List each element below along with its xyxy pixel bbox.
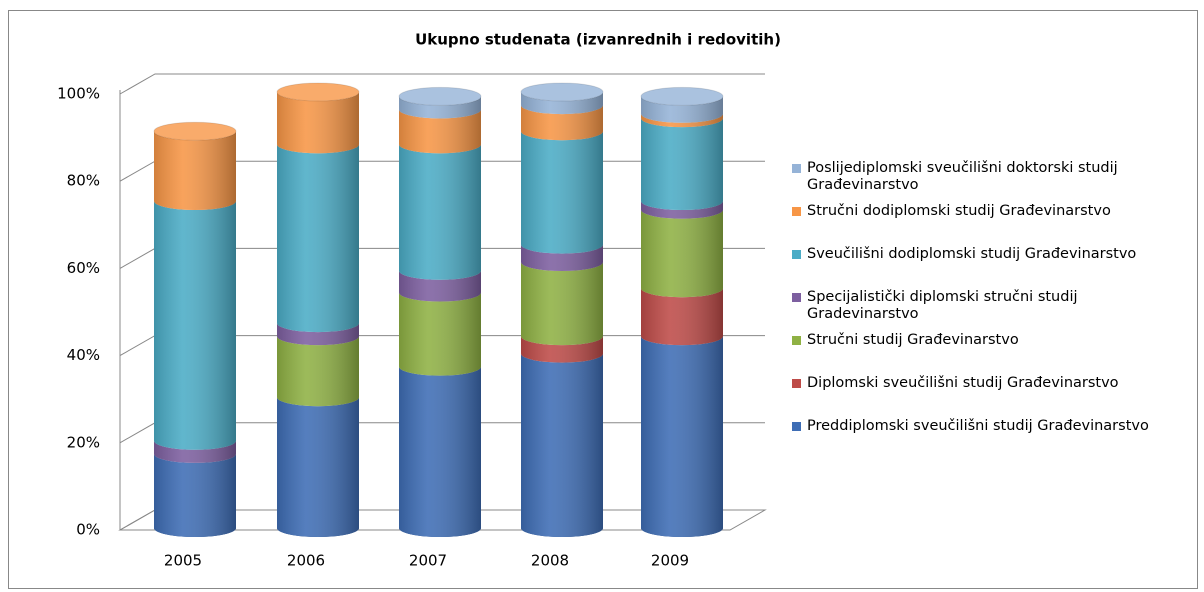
legend-label: Poslijediplomski sveučilišni doktorski s… [807, 160, 1118, 193]
legend-swatch [792, 250, 801, 259]
legend-item: Specijalistički diplomski stručni studij… [792, 289, 1192, 332]
legend-item: Diplomski sveučilišni studij Građevinars… [792, 375, 1192, 418]
x-tick-label: 2009 [651, 552, 689, 570]
cylinder-top [520, 82, 604, 102]
x-tick-label: 2007 [409, 552, 447, 570]
legend-swatch [792, 336, 801, 345]
legend-swatch [792, 379, 801, 388]
grid-line [119, 73, 765, 95]
legend: Poslijediplomski sveučilišni doktorski s… [792, 160, 1192, 461]
legend-item: Stručni dodiplomski studij Građevinarstv… [792, 203, 1192, 246]
legend-item: Stručni studij Građevinarstvo [792, 332, 1192, 375]
y-tick-label: 0% [76, 521, 100, 539]
legend-swatch [792, 164, 801, 173]
legend-label: Stručni dodiplomski studij Građevinarstv… [807, 203, 1111, 219]
y-tick-label: 40% [67, 346, 100, 364]
y-tick-label: 60% [67, 259, 100, 277]
y-tick-label: 100% [57, 85, 100, 103]
legend-swatch [792, 422, 801, 431]
x-tick-label: 2006 [287, 552, 325, 570]
legend-swatch [792, 207, 801, 216]
cylinder-top [276, 82, 360, 102]
cylinder-top [640, 86, 724, 106]
cylinder-shade [277, 92, 359, 537]
cylinder-shade [399, 96, 481, 538]
legend-label: Specijalistički diplomski stručni studij… [807, 289, 1078, 322]
legend-label: Diplomski sveučilišni studij Građevinars… [807, 375, 1119, 391]
y-tick-label: 20% [67, 433, 100, 451]
legend-label: Stručni studij Građevinarstvo [807, 332, 1019, 348]
legend-label: Sveučilišni dodiplomski studij Građevina… [807, 246, 1137, 262]
y-tick-label: 80% [67, 172, 100, 190]
cylinder-shade [641, 96, 723, 538]
legend-label: Preddiplomski sveučilišni studij Građevi… [807, 418, 1149, 434]
legend-swatch [792, 293, 801, 302]
chart-title: Ukupno studenata (izvanrednih i redoviti… [415, 31, 781, 49]
cylinder-top [153, 121, 237, 141]
cylinder-shade [154, 131, 236, 538]
cylinder-top [398, 86, 482, 106]
legend-item: Sveučilišni dodiplomski studij Građevina… [792, 246, 1192, 289]
x-tick-label: 2005 [164, 552, 202, 570]
x-tick-label: 2008 [531, 552, 569, 570]
legend-item: Poslijediplomski sveučilišni doktorski s… [792, 160, 1192, 203]
cylinder-shade [521, 92, 603, 537]
legend-item: Preddiplomski sveučilišni studij Građevi… [792, 418, 1192, 461]
